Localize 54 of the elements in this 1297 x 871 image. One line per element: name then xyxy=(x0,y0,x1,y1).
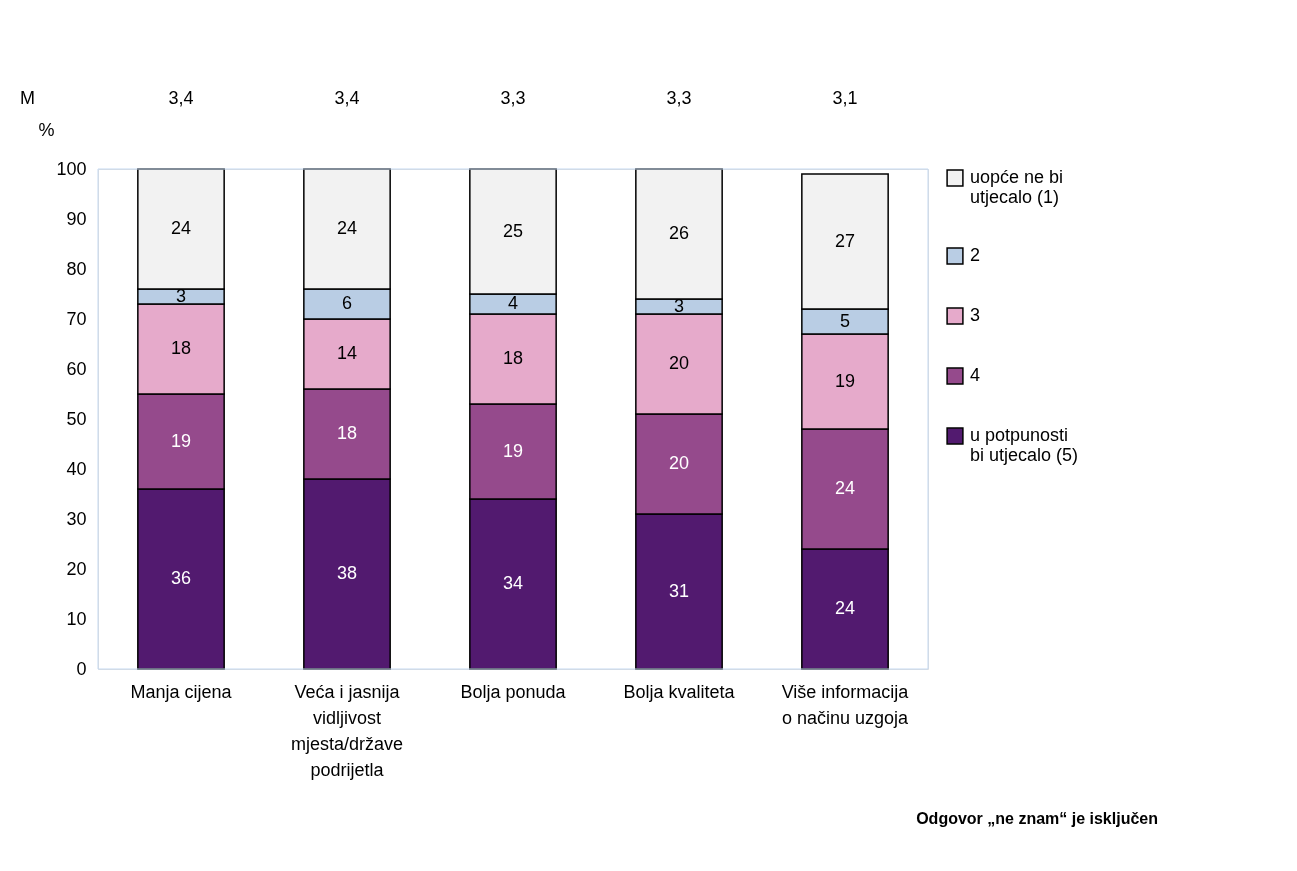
data-label: 20 xyxy=(668,353,690,373)
y-tick-label: 90 xyxy=(66,208,87,229)
text: 3,3 xyxy=(500,88,526,108)
x-tick-label: Veća i jasnija vidljivost mjesta/države podrijetla xyxy=(290,681,404,780)
y-tick-label: 20 xyxy=(66,558,87,579)
data-label: 3 xyxy=(175,285,187,306)
data-label: 38 xyxy=(336,563,358,583)
text: M xyxy=(20,88,35,108)
y-axis-title: % xyxy=(38,119,55,140)
legend-label: u potpunosti bi utjecalo (5) xyxy=(970,425,1079,465)
text: 3,4 xyxy=(334,88,360,108)
data-label: 27 xyxy=(834,230,856,251)
text: Odgovor „ne znam“ je isključen xyxy=(916,810,1158,827)
y-tick-label: 40 xyxy=(66,458,87,479)
data-label: 4 xyxy=(507,293,519,313)
legend-label: 4 xyxy=(970,365,981,385)
data-label: 5 xyxy=(839,310,851,331)
data-label: 24 xyxy=(170,218,192,238)
x-tick-label: Bolja ponuda xyxy=(460,681,567,702)
y-tick-label: 70 xyxy=(66,308,87,329)
data-label: 26 xyxy=(668,223,690,243)
x-tick-label: Više informacija o načinu uzgoja xyxy=(781,681,910,728)
data-label: 18 xyxy=(502,348,524,368)
data-label: 19 xyxy=(834,370,856,391)
data-label: 24 xyxy=(834,478,856,498)
data-label: 19 xyxy=(170,430,192,451)
y-tick-label: 10 xyxy=(66,608,87,629)
text: 3,4 xyxy=(168,88,194,108)
data-label: 18 xyxy=(336,423,358,443)
data-label: 14 xyxy=(336,343,358,363)
data-label: 18 xyxy=(170,338,192,358)
data-label: 20 xyxy=(668,453,690,473)
legend-label: 2 xyxy=(970,245,981,265)
y-tick-label: 100 xyxy=(56,158,87,179)
text: 3,3 xyxy=(666,88,692,108)
data-label: 34 xyxy=(502,573,524,593)
data-label: 24 xyxy=(834,598,856,618)
y-tick-label: 80 xyxy=(66,258,87,279)
y-tick-label: 50 xyxy=(66,408,87,429)
data-label: 19 xyxy=(502,440,524,461)
legend-label: uopće ne bi utjecalo (1) xyxy=(970,167,1064,207)
data-label: 24 xyxy=(336,218,358,238)
x-tick-label: Manja cijena xyxy=(130,681,233,702)
legend-label: 3 xyxy=(970,305,981,325)
x-tick-label: Bolja kvaliteta xyxy=(623,681,736,702)
y-tick-label: 60 xyxy=(66,358,87,379)
text: 3,1 xyxy=(832,88,858,108)
data-label: 25 xyxy=(502,220,524,241)
data-label: 36 xyxy=(170,568,192,588)
data-label: 31 xyxy=(668,580,690,601)
y-tick-label: 30 xyxy=(66,508,87,529)
y-tick-label: 0 xyxy=(76,658,87,679)
data-label: 6 xyxy=(341,293,353,313)
data-label: 3 xyxy=(673,295,685,316)
